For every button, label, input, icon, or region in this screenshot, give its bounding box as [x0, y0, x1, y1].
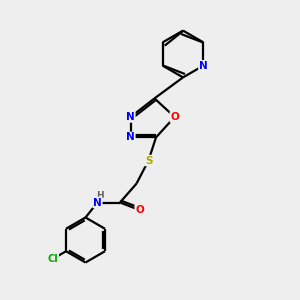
Text: O: O	[135, 205, 144, 215]
Text: N: N	[93, 197, 102, 208]
Text: N: N	[126, 132, 135, 142]
Text: Cl: Cl	[48, 254, 58, 264]
Text: N: N	[199, 61, 208, 71]
Text: S: S	[145, 155, 152, 166]
Text: H: H	[96, 191, 104, 200]
Text: N: N	[126, 112, 135, 122]
Text: O: O	[170, 112, 179, 122]
